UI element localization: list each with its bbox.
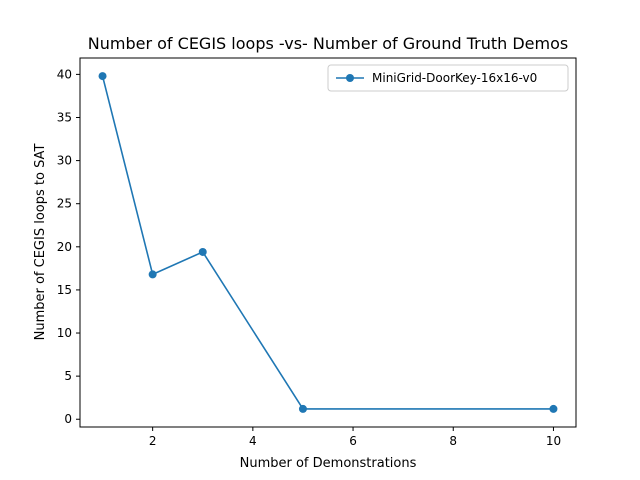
- y-tick-label: 0: [64, 412, 72, 426]
- legend-marker: [346, 74, 354, 82]
- data-point: [549, 404, 558, 413]
- y-tick-label: 25: [57, 197, 72, 211]
- legend: MiniGrid-DoorKey-16x16-v0: [327, 64, 569, 92]
- data-point: [148, 270, 157, 279]
- legend-box: [327, 64, 569, 92]
- axes-frame: [79, 57, 577, 428]
- x-tick-label: 8: [449, 434, 457, 448]
- x-tick-label: 10: [546, 434, 561, 448]
- y-tick-label: 35: [57, 110, 72, 124]
- y-tick-label: 15: [57, 283, 72, 297]
- data-point: [98, 72, 107, 81]
- legend-label: MiniGrid-DoorKey-16x16-v0: [372, 71, 537, 85]
- x-axis-label: Number of Demonstrations: [240, 456, 417, 471]
- data-point: [198, 247, 207, 256]
- y-tick-label: 40: [57, 67, 72, 81]
- y-tick-label: 30: [57, 154, 72, 168]
- x-tick-label: 2: [149, 434, 157, 448]
- x-tick-label: 6: [349, 434, 357, 448]
- x-tick-label: 4: [249, 434, 257, 448]
- data-point: [298, 404, 307, 413]
- y-axis-label: Number of CEGIS loops to SAT: [33, 144, 48, 341]
- y-tick-label: 5: [64, 369, 72, 383]
- y-tick-label: 10: [57, 326, 72, 340]
- plot-area: 2 4 6 8 10 0 5 10 15 20 25 30 35 40: [57, 57, 577, 448]
- y-tick-label: 20: [57, 240, 72, 254]
- chart-title: Number of CEGIS loops -vs- Number of Gro…: [88, 34, 568, 53]
